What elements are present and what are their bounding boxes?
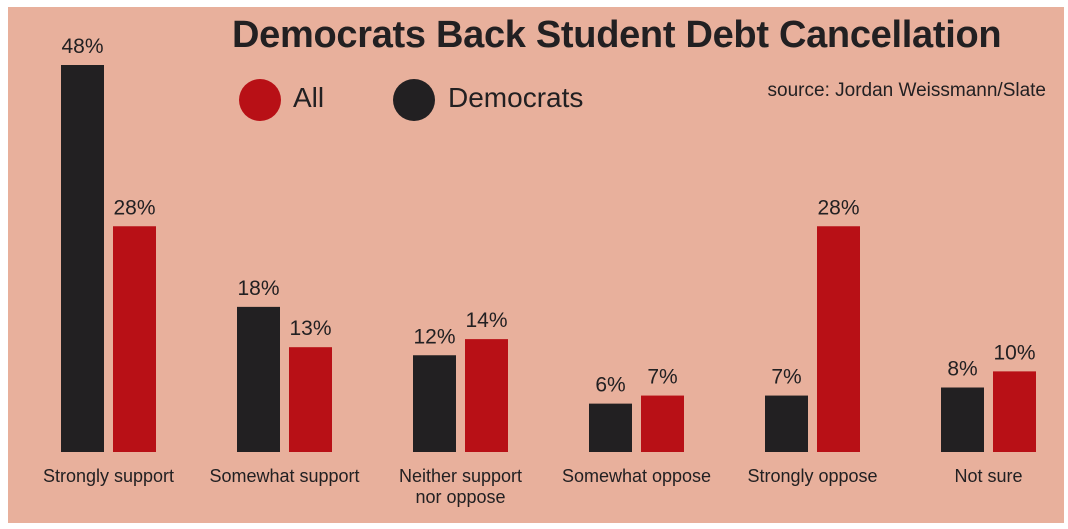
- category-label: Strongly oppose: [747, 466, 877, 486]
- bar-democrats: [765, 395, 808, 452]
- data-label-all: 7%: [647, 366, 677, 389]
- data-label-all: 13%: [289, 317, 331, 340]
- bar-all: [993, 371, 1036, 452]
- legend-label-democrats: Democrats: [448, 82, 584, 113]
- bar-all: [817, 226, 860, 452]
- legend-swatch-all: [239, 79, 281, 121]
- data-label-democrats: 7%: [771, 366, 801, 389]
- data-label-democrats: 8%: [947, 358, 977, 381]
- bar-democrats: [61, 65, 104, 452]
- category-label: nor oppose: [415, 487, 505, 507]
- bar-all: [113, 226, 156, 452]
- category-label: Strongly support: [43, 466, 174, 486]
- bar-all: [289, 347, 332, 452]
- chart-background: [8, 7, 1064, 523]
- data-label-all: 28%: [113, 196, 155, 219]
- legend-label-all: All: [293, 82, 325, 113]
- chart-title: Democrats Back Student Debt Cancellation: [232, 14, 1002, 56]
- bar-democrats: [941, 387, 984, 452]
- bar-democrats: [237, 306, 280, 452]
- data-label-all: 14%: [465, 309, 507, 332]
- category-label: Neither support: [399, 466, 522, 486]
- data-label-democrats: 12%: [413, 325, 455, 348]
- bar-all: [641, 395, 684, 452]
- category-label: Somewhat oppose: [562, 466, 711, 486]
- category-label: Not sure: [954, 466, 1022, 486]
- data-label-all: 10%: [993, 341, 1035, 364]
- legend-swatch-democrats: [393, 79, 435, 121]
- data-label-democrats: 18%: [237, 277, 279, 300]
- data-label-democrats: 6%: [595, 374, 625, 397]
- data-label-democrats: 48%: [61, 35, 103, 58]
- bar-democrats: [589, 403, 632, 452]
- bar-democrats: [413, 355, 456, 452]
- source-note: source: Jordan Weissmann/Slate: [767, 80, 1046, 101]
- bar-all: [465, 339, 508, 452]
- data-label-all: 28%: [817, 196, 859, 219]
- category-label: Somewhat support: [209, 466, 359, 486]
